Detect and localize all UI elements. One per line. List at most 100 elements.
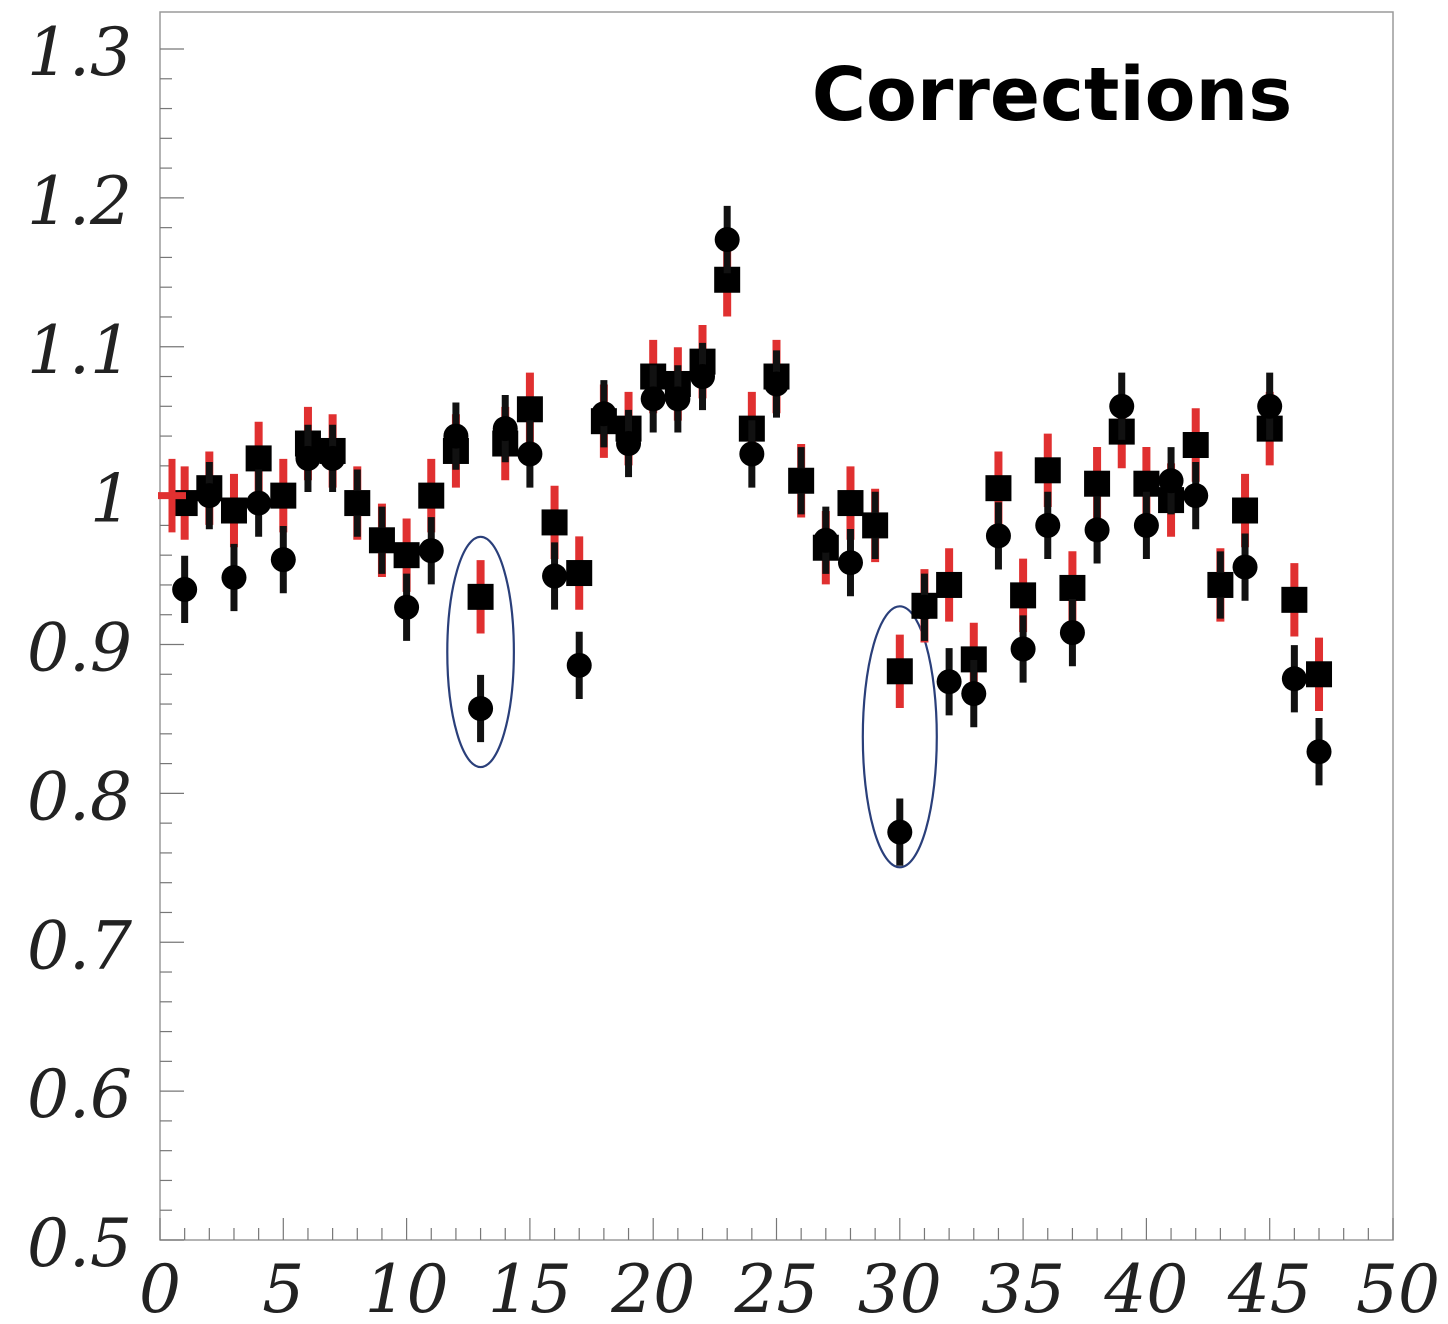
x-tick-label: 25: [734, 1251, 819, 1324]
x-tick-label: 35: [981, 1251, 1065, 1324]
data-point-square: [1084, 470, 1111, 497]
data-point-square: [985, 475, 1012, 502]
data-point-square: [1281, 586, 1308, 613]
major-ticks: [159, 48, 1394, 1241]
data-point-circle: [1158, 468, 1184, 494]
data-point-square: [220, 497, 247, 524]
data-point-circle: [961, 681, 987, 707]
data-point-square: [837, 490, 864, 517]
data-point-circle: [295, 445, 321, 471]
data-point-circle: [1010, 636, 1036, 662]
data-point-circle: [172, 576, 198, 602]
y-tick-label: 0.9: [27, 610, 132, 687]
data-point-circle: [418, 538, 444, 564]
series-layer: [158, 205, 1333, 866]
data-point-square: [393, 542, 420, 569]
data-point-circle: [714, 227, 740, 253]
data-point-circle: [665, 386, 691, 412]
x-tick-label: 15: [488, 1251, 572, 1324]
y-tick-label: 0.7: [27, 907, 132, 984]
data-point-circle: [1306, 739, 1332, 765]
y-tick-label: 1: [90, 461, 132, 538]
y-tick-label: 0.5: [27, 1205, 132, 1282]
data-point-circle: [542, 563, 568, 589]
data-point-square: [936, 571, 963, 598]
y-tick-label: 1.3: [27, 14, 132, 91]
data-point-circle: [492, 416, 518, 442]
data-point-circle: [813, 527, 839, 553]
data-point-circle: [320, 445, 346, 471]
data-point-square: [1232, 497, 1259, 524]
x-tick-label: 20: [610, 1251, 695, 1324]
data-point-circle: [764, 371, 789, 397]
annotations: [446, 535, 938, 869]
data-point-square: [1059, 574, 1086, 601]
data-point-circle: [344, 490, 370, 516]
data-point-circle: [862, 512, 888, 538]
data-point-circle: [517, 441, 543, 467]
data-point-circle: [1183, 483, 1209, 509]
data-point-circle: [443, 423, 469, 449]
data-point-square: [1010, 582, 1037, 609]
data-point-circle: [1207, 572, 1233, 598]
highlight-ellipse: [861, 605, 938, 869]
data-point-circle: [246, 490, 272, 516]
data-point-circle: [270, 547, 296, 573]
x-tick-label: 0: [139, 1251, 181, 1324]
data-point-circle: [936, 669, 962, 695]
data-point-circle: [690, 364, 716, 390]
x-tick-labels: 0 5 10 15 20 25 30 35 40 45 50: [139, 1251, 1440, 1324]
data-point-circle: [887, 819, 913, 845]
data-point-square: [1182, 432, 1209, 459]
data-point-circle: [468, 696, 494, 722]
data-point-circle: [566, 652, 592, 678]
data-point-square: [245, 445, 272, 472]
data-point-square: [418, 482, 445, 509]
y-tick-label: 0.8: [27, 758, 132, 835]
x-tick-label: 30: [858, 1251, 942, 1324]
y-tick-label: 1.1: [27, 312, 132, 389]
data-point-circle: [640, 386, 666, 412]
y-tick-label: 0.6: [27, 1056, 132, 1133]
data-point-circle: [837, 550, 863, 576]
data-point-square: [886, 658, 913, 685]
data-point-circle: [788, 468, 814, 494]
data-point-circle: [221, 565, 247, 591]
data-point-circle: [1133, 512, 1159, 538]
x-tick-label: 45: [1227, 1251, 1312, 1324]
data-point-circle: [616, 431, 642, 457]
series-cross: [158, 458, 186, 533]
data-point-circle: [369, 527, 395, 553]
x-tick-label: 10: [365, 1251, 449, 1324]
data-point-circle: [394, 594, 420, 620]
data-point-circle: [196, 483, 222, 509]
minor-ticks: [160, 78, 1369, 1240]
x-tick-label: 50: [1356, 1251, 1440, 1324]
plot-frame: [159, 11, 1394, 1241]
chart-title: Corrections: [812, 52, 1293, 138]
data-point-circle: [1109, 393, 1135, 419]
data-point-circle: [1281, 666, 1307, 692]
data-point-circle: [1059, 620, 1085, 646]
data-point-circle: [739, 441, 765, 467]
highlight-ellipse: [446, 535, 515, 769]
series-circle: [172, 205, 1332, 866]
data-point-square: [1034, 457, 1061, 484]
data-point-circle: [1084, 517, 1110, 543]
data-point-circle: [1035, 512, 1061, 538]
y-tick-label: 1.2: [27, 163, 132, 240]
data-point-circle: [591, 401, 617, 427]
data-point-square: [566, 560, 593, 587]
data-point-square: [1306, 661, 1333, 688]
data-point-circle: [1232, 554, 1258, 580]
data-point-circle: [911, 594, 937, 620]
data-point-square: [467, 583, 494, 610]
y-tick-labels: 0.5 0.6 0.7 0.8 0.9 1 1.1 1.2 1.3: [27, 14, 132, 1282]
data-point-circle: [985, 523, 1011, 549]
data-point-square: [270, 482, 297, 509]
x-tick-label: 5: [262, 1251, 304, 1324]
data-point-square: [516, 396, 543, 423]
x-tick-label: 40: [1103, 1251, 1188, 1324]
data-point-square: [541, 509, 568, 536]
